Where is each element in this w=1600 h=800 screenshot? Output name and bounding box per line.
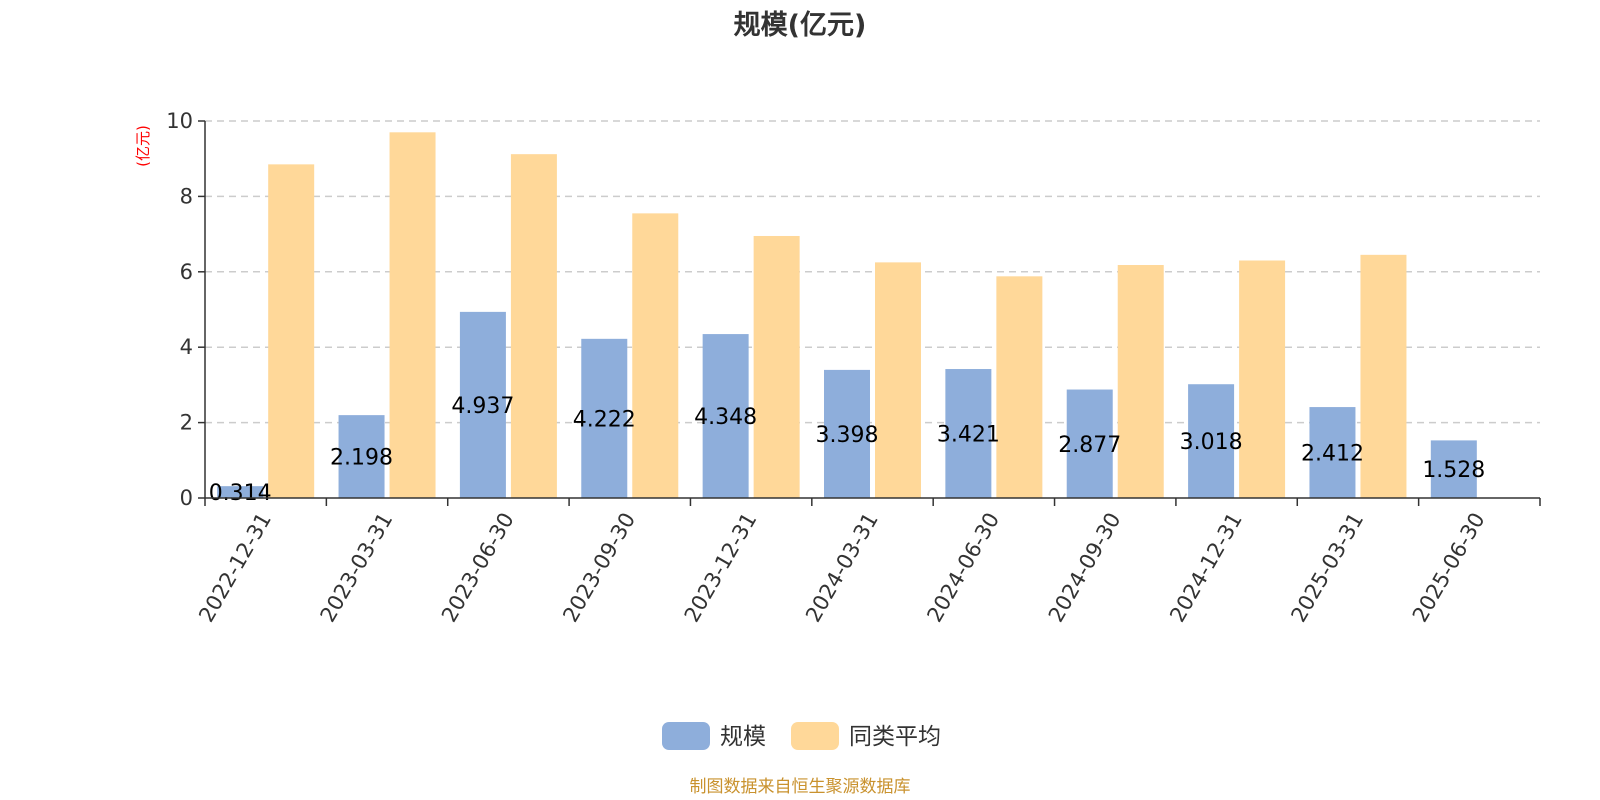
x-tick-label: 2025-03-31 [1286, 509, 1368, 627]
bar-scale[interactable] [702, 334, 749, 498]
bar-value-label: 2.877 [1058, 433, 1121, 458]
bar-scale[interactable] [1066, 389, 1113, 498]
y-axis-unit-label: (亿元) [134, 125, 152, 167]
bar-peer-average[interactable] [875, 262, 921, 498]
x-tick-label: 2022-12-31 [194, 509, 276, 627]
x-tick-label: 2024-06-30 [922, 509, 1004, 627]
x-tick-label: 2024-09-30 [1044, 509, 1126, 627]
legend-swatch [662, 722, 710, 750]
legend-swatch [791, 722, 839, 750]
legend-item[interactable]: 规模 [662, 722, 766, 750]
bar-scale[interactable] [1430, 440, 1477, 498]
bar-peer-average[interactable] [510, 154, 557, 498]
y-tick-label: 8 [180, 184, 193, 208]
x-axis: 2022-12-31 2023-03-31 2023-06-30 2023-09-30… [194, 497, 1541, 627]
bar-scale[interactable] [217, 486, 264, 498]
bar-scale[interactable] [1188, 384, 1235, 498]
bar-value-label: 3.398 [816, 423, 879, 448]
legend-item[interactable]: 同类平均 [791, 722, 941, 750]
x-tick-label: 2023-03-31 [316, 509, 398, 627]
legend-label: 规模 [720, 724, 766, 750]
bar-value-label: 3.421 [937, 423, 1000, 448]
y-axis: 0 2 4 6 8 10 [166, 109, 206, 510]
bar-scale[interactable] [945, 369, 992, 498]
x-tick-label: 2024-12-31 [1165, 509, 1247, 627]
bar-scale[interactable] [581, 338, 628, 498]
bar-value-label: 4.348 [694, 405, 757, 430]
y-tick-label: 10 [166, 109, 193, 133]
bar-peer-average[interactable] [632, 213, 679, 499]
bar-value-label: 3.018 [1180, 430, 1243, 455]
bar-value-label: 2.198 [330, 446, 393, 471]
bar-peer-average[interactable] [996, 276, 1043, 498]
legend-label: 同类平均 [849, 724, 941, 750]
data-source-note: 制图数据来自恒生聚源数据库 [690, 777, 911, 797]
bar-peer-average[interactable] [1360, 254, 1407, 498]
y-tick-label: 6 [180, 260, 193, 284]
bar-peer-average[interactable] [1117, 265, 1164, 498]
bar-peer-average[interactable] [268, 164, 315, 499]
y-tick-label: 4 [180, 335, 193, 359]
bar-scale[interactable] [824, 369, 870, 498]
bar-value-label: 4.222 [573, 407, 636, 432]
x-tick-label: 2023-06-30 [437, 509, 519, 627]
bar-scale[interactable] [1309, 407, 1356, 498]
y-tick-label: 2 [180, 411, 193, 435]
bar-value-label: 1.528 [1422, 458, 1485, 483]
legend[interactable]: 规模 同类平均 [662, 722, 941, 750]
bar-peer-average[interactable] [1239, 260, 1286, 498]
y-tick-label: 0 [180, 486, 193, 510]
bar-peer-average[interactable] [753, 235, 800, 499]
x-tick-label: 2024-03-31 [801, 509, 883, 627]
chart-title: 规模(亿元) [734, 10, 867, 41]
bar-scale[interactable] [338, 415, 385, 498]
bar-value-label: 4.937 [451, 394, 514, 419]
x-tick-label: 2023-09-30 [558, 509, 640, 627]
bar-scale[interactable] [459, 311, 506, 498]
bar-value-label: 0.314 [209, 481, 272, 506]
bar-value-label: 2.412 [1301, 442, 1364, 467]
x-tick-label: 2025-06-30 [1408, 509, 1490, 627]
bar-peer-average[interactable] [389, 132, 436, 498]
bars [217, 132, 1477, 499]
bar-value-labels: 0.314 2.198 4.937 4.222 4.348 3.398 3.421 2.877… [209, 394, 1486, 506]
x-tick-label: 2023-12-31 [680, 509, 762, 627]
